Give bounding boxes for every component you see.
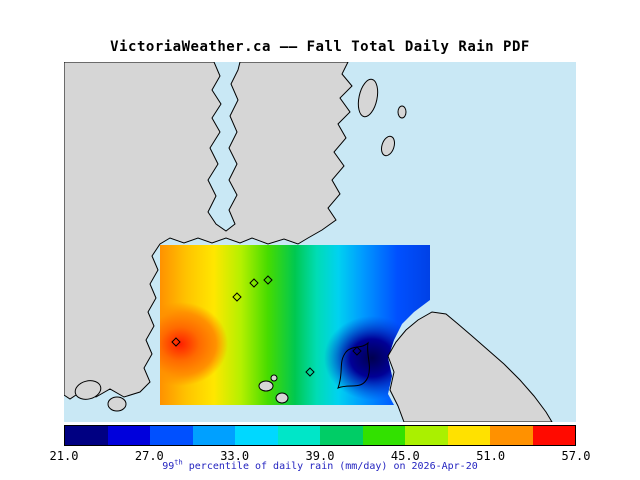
weather-map — [64, 62, 576, 422]
colorbar-segment — [107, 426, 150, 445]
colorbar-segment — [447, 426, 490, 445]
colorbar-segment — [235, 426, 278, 445]
island — [107, 396, 127, 412]
rain-max-core — [160, 302, 228, 386]
page-title: VictoriaWeather.ca —— Fall Total Daily R… — [110, 39, 530, 55]
station-marker — [352, 346, 362, 356]
station-marker — [249, 278, 259, 288]
colorbar-tick-label: 39.0 — [305, 449, 335, 463]
landmass-west-and-peninsula — [64, 62, 353, 400]
colorbar-tick-label: 21.0 — [49, 449, 79, 463]
island — [397, 105, 407, 119]
colorbar — [64, 425, 576, 446]
caption-text: percentile of daily rain (mm/day) on 202… — [182, 461, 478, 472]
colorbar-segment — [65, 426, 108, 445]
colorbar-tick-label: 33.0 — [220, 449, 250, 463]
station-markers-layer — [171, 275, 362, 377]
landmass-southeast — [387, 311, 553, 422]
colorbar-segment — [192, 426, 235, 445]
colorbar-tick-label: 57.0 — [561, 449, 591, 463]
colorbar-segment — [532, 426, 575, 445]
station-marker — [171, 337, 181, 347]
island-shoreline-outline — [337, 341, 370, 389]
rain-field-overlay — [160, 245, 430, 405]
colorbar-segment — [362, 426, 405, 445]
colorbar-segment — [490, 426, 533, 445]
island — [270, 374, 278, 382]
station-marker — [232, 292, 242, 302]
colorbar-segment — [277, 426, 320, 445]
coastlines — [64, 62, 553, 422]
colorbar-caption: 99th percentile of daily rain (mm/day) o… — [0, 458, 640, 472]
caption-percentile-value: 99 — [162, 461, 175, 472]
station-marker — [263, 275, 273, 285]
island — [258, 380, 274, 392]
caption-superscript: th — [174, 458, 183, 467]
colorbar-tick-label: 51.0 — [476, 449, 506, 463]
island — [357, 78, 379, 118]
colorbar-tick-label: 27.0 — [134, 449, 164, 463]
colorbar-segment — [320, 426, 363, 445]
colorbar-segment — [405, 426, 448, 445]
colorbar-segment — [150, 426, 193, 445]
colorbar-tick-label: 45.0 — [390, 449, 420, 463]
island — [275, 392, 289, 404]
island — [74, 380, 102, 400]
island — [381, 135, 395, 157]
station-marker — [305, 367, 315, 377]
